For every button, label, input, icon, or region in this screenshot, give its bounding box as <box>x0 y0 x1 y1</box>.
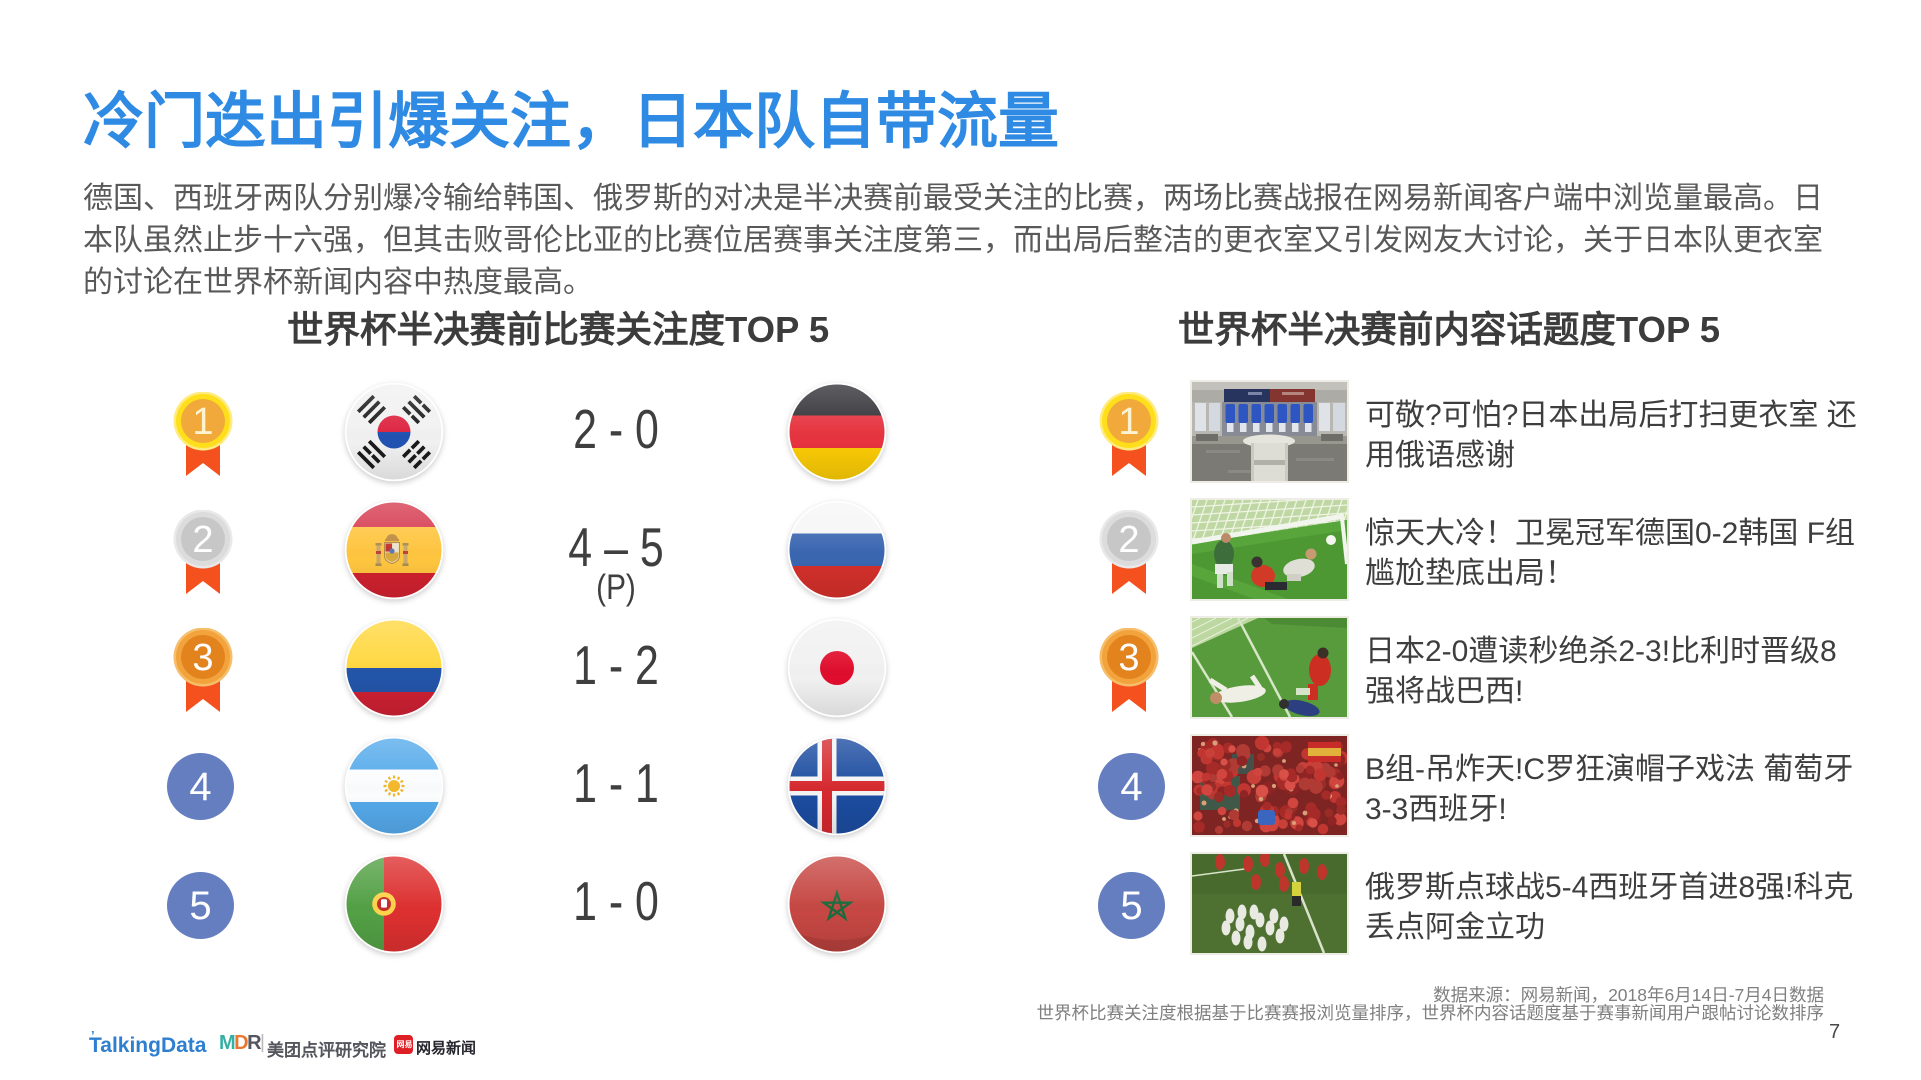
svg-text:3: 3 <box>192 637 213 679</box>
svg-text:2: 2 <box>192 519 213 561</box>
svg-text:4: 4 <box>1120 765 1142 809</box>
svg-text:1: 1 <box>1118 401 1139 443</box>
svg-text:2: 2 <box>1118 519 1139 561</box>
svg-text:5: 5 <box>1120 884 1142 928</box>
svg-text:5: 5 <box>189 884 211 928</box>
svg-text:4: 4 <box>189 765 211 809</box>
svg-text:3: 3 <box>1118 637 1139 679</box>
svg-text:1: 1 <box>192 401 213 443</box>
